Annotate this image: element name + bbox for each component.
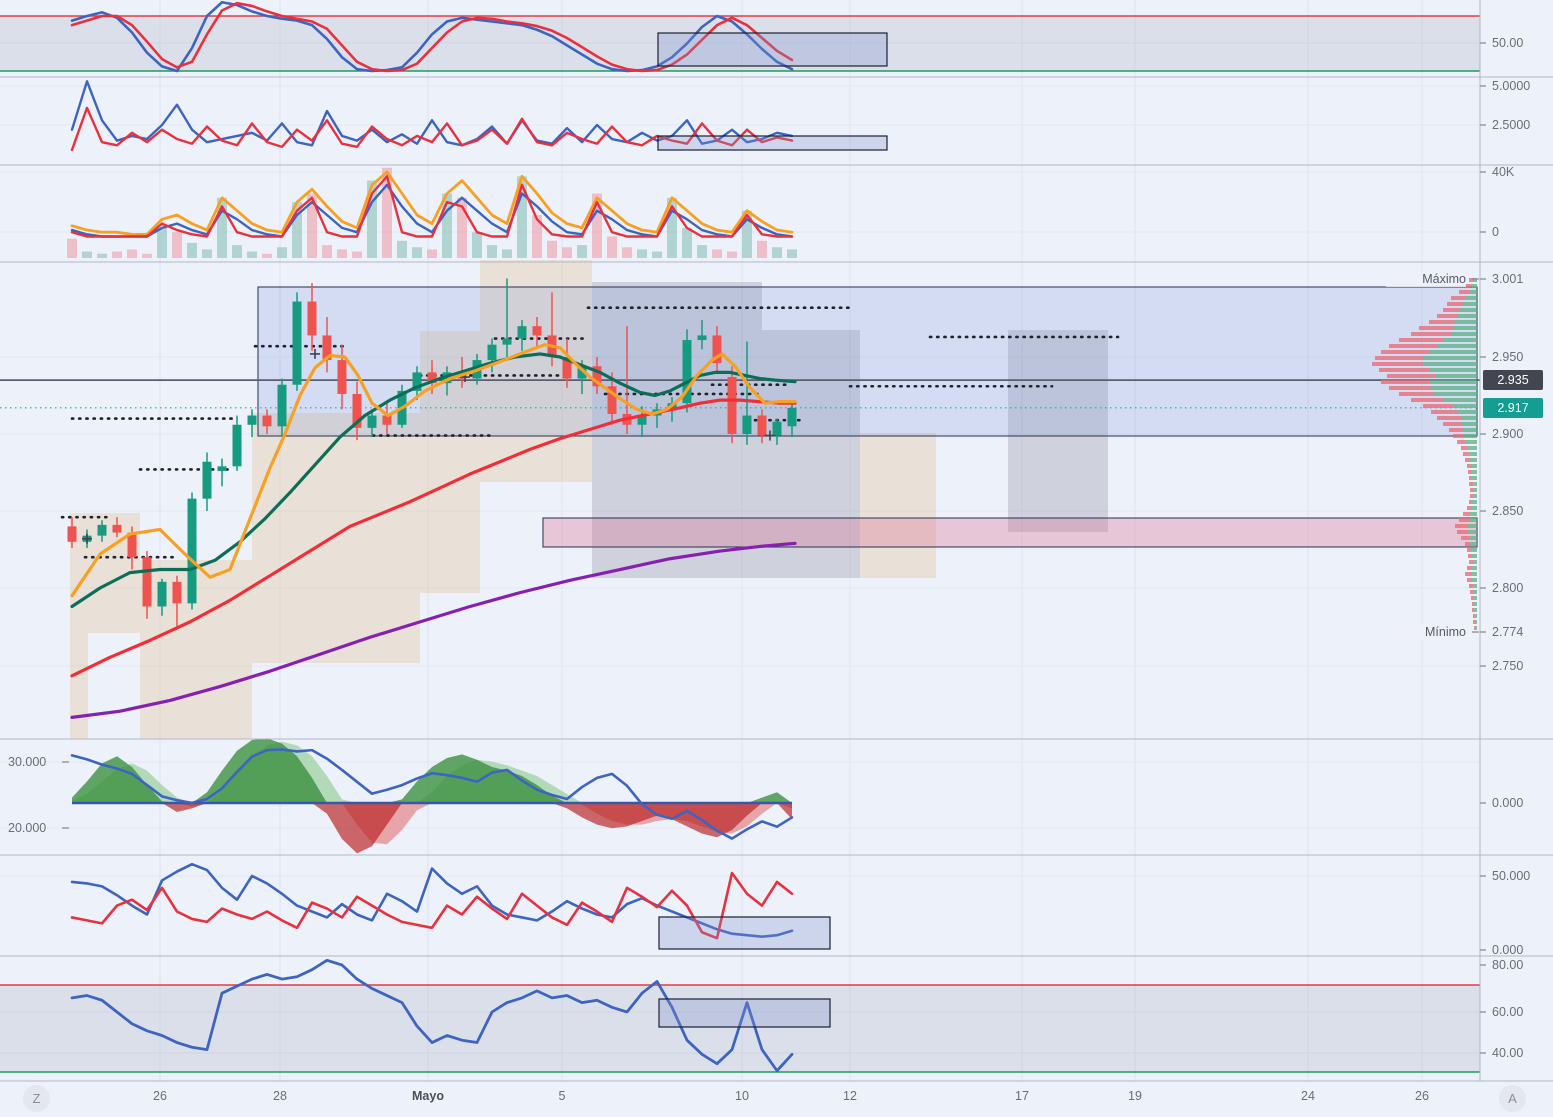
pane-rsi[interactable]: [0, 956, 1480, 1081]
time-scale-label: 26: [1415, 1089, 1429, 1103]
left-scale-label: 30.000: [8, 755, 47, 769]
time-scale-label: 28: [273, 1089, 287, 1103]
price-scale-label: 0.000: [1492, 796, 1524, 810]
price-scale-label: 60.00: [1492, 1005, 1524, 1019]
price-scale-label: 50.000: [1492, 869, 1531, 883]
price-scale-label: 50.00: [1492, 36, 1524, 50]
price-scale-label: 2.850: [1492, 504, 1524, 518]
price-scale-label: 5.0000: [1492, 79, 1531, 93]
time-scale-label: 17: [1015, 1089, 1029, 1103]
maximo-label: Máximo: [1386, 271, 1466, 287]
price-scale-label: 40K: [1492, 165, 1515, 179]
pane-dmi[interactable]: [0, 855, 1480, 956]
price-scale-label: 2.5000: [1492, 118, 1531, 132]
last-price-badge[interactable]: 2.917: [1483, 398, 1543, 418]
selection-box[interactable]: [657, 32, 888, 67]
time-scale-label: 24: [1301, 1089, 1315, 1103]
minimo-label: Mínimo: [1386, 624, 1466, 640]
price-scale-label: 3.001: [1492, 272, 1524, 286]
price-scale-label: 0: [1492, 225, 1499, 239]
pane-stochastic[interactable]: [0, 0, 1480, 77]
pane-klinger[interactable]: [0, 739, 1480, 855]
price-scale-label: 2.774: [1492, 625, 1524, 639]
left-scale-label: 20.000: [8, 821, 47, 835]
time-scale-label: 5: [558, 1089, 566, 1103]
price-scale[interactable]: [1480, 0, 1553, 1081]
time-scale-label: Mayo: [412, 1089, 444, 1103]
pane-main-price[interactable]: [0, 262, 1480, 739]
price-scale-label: 2.800: [1492, 581, 1524, 595]
price-scale-label: 40.00: [1492, 1046, 1524, 1060]
time-scale-label: 19: [1128, 1089, 1142, 1103]
price-scale-label: 2.750: [1492, 659, 1524, 673]
selection-box[interactable]: [658, 916, 831, 950]
time-scale-label: 12: [843, 1089, 857, 1103]
pane-volume[interactable]: [0, 165, 1480, 262]
price-scale-label: 2.900: [1492, 427, 1524, 441]
selection-box[interactable]: [658, 998, 831, 1028]
timezone-button[interactable]: Z: [23, 1085, 50, 1112]
auto-fit-button[interactable]: A: [1499, 1085, 1526, 1112]
price-scale-label: 80.00: [1492, 958, 1524, 972]
selection-box[interactable]: [657, 135, 888, 151]
price-scale-label: 2.950: [1492, 350, 1524, 364]
price-scale-label: 0.000: [1492, 943, 1524, 957]
time-scale-label: 10: [735, 1089, 749, 1103]
time-scale-label: 26: [153, 1089, 167, 1103]
pane-atr[interactable]: [0, 77, 1480, 165]
reference-price-badge[interactable]: 2.935: [1483, 370, 1543, 390]
